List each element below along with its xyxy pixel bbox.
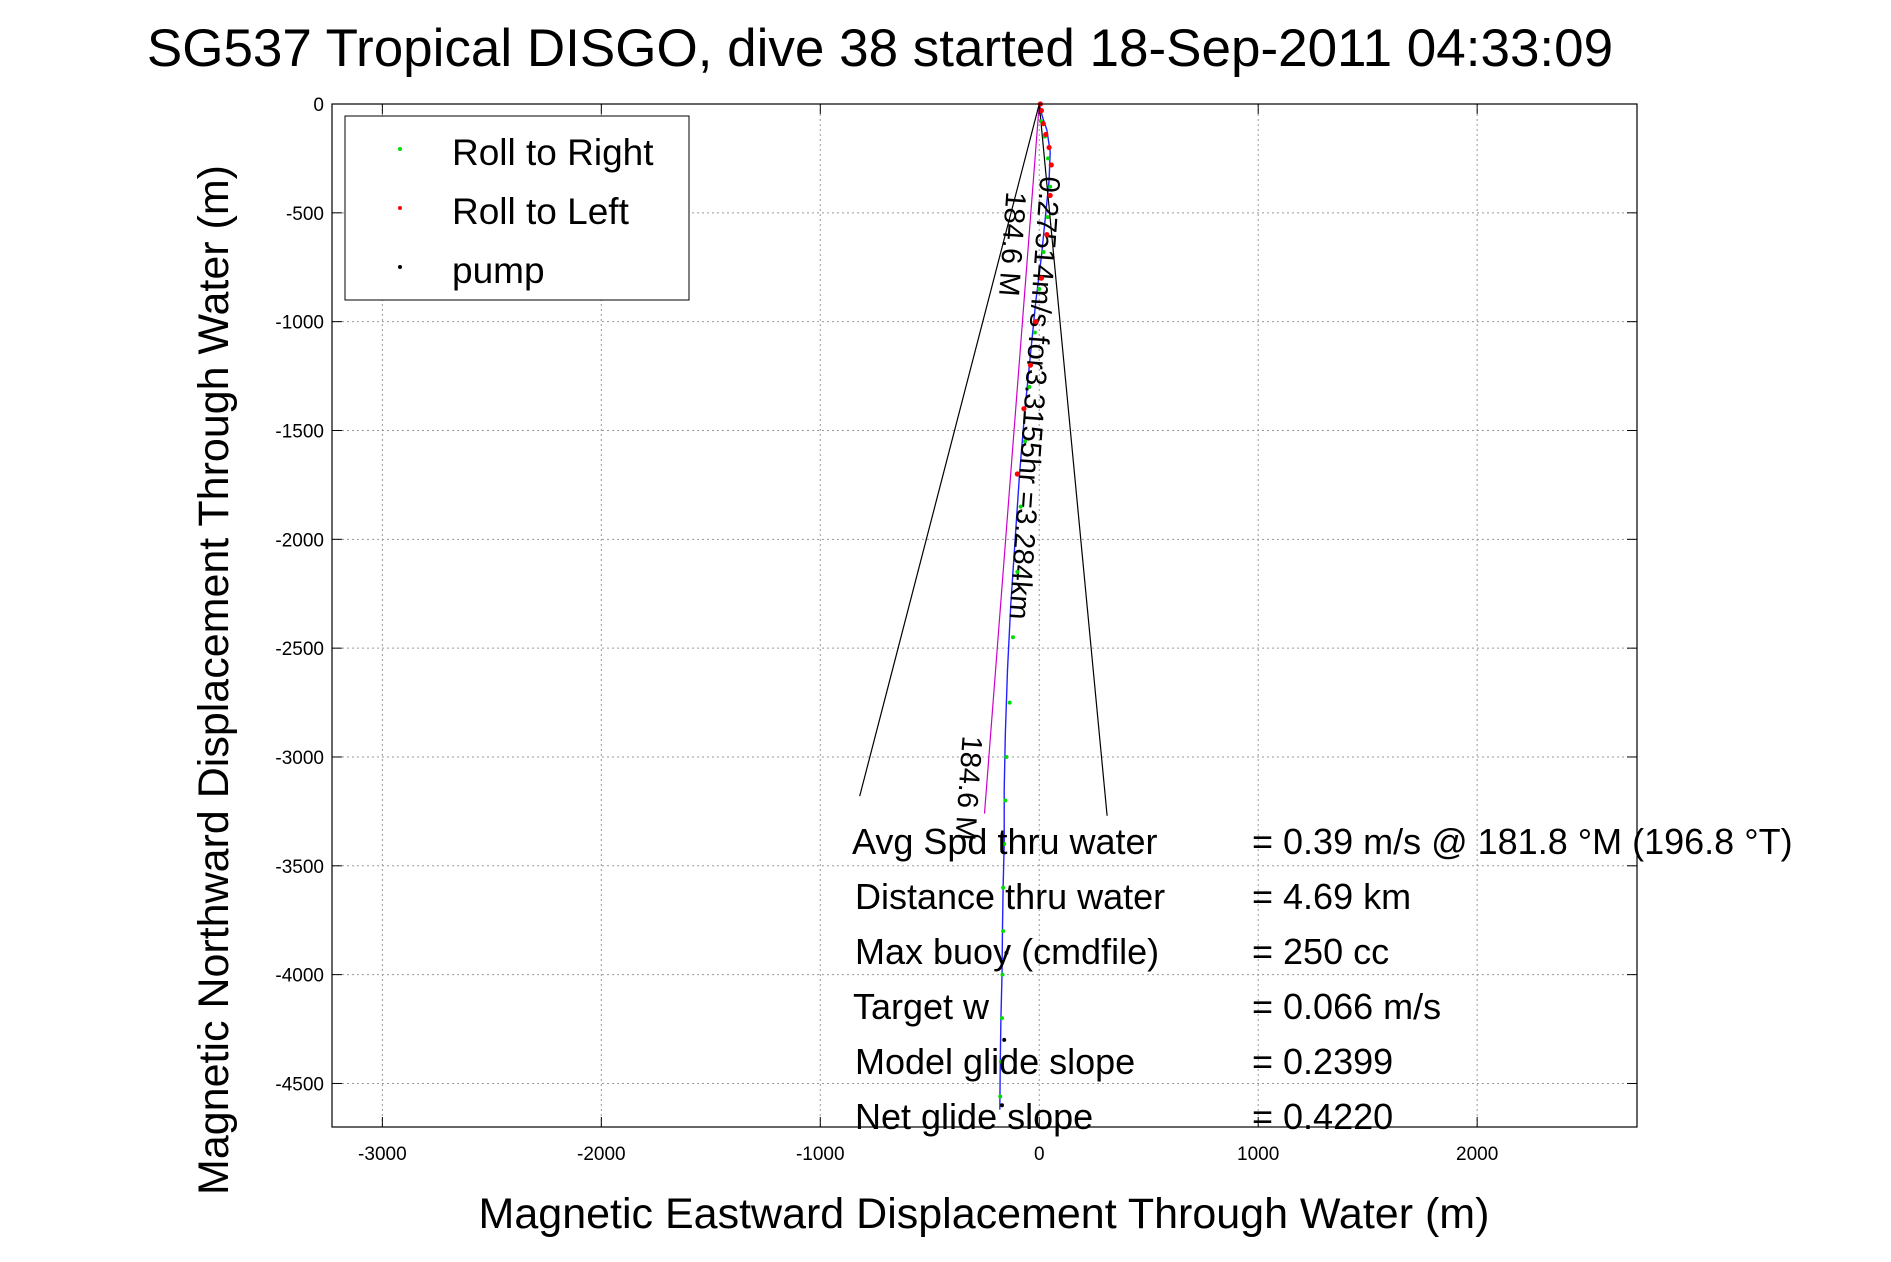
annotation-value: = 0.39 m/s @ 181.8 °M (196.8 °T) [1252,821,1793,862]
track-layer [983,103,1051,1110]
stats-annotations: Avg Spd thru water = 0.39 m/s @ 181.8 °M … [852,821,1793,1137]
data-point [1000,1016,1005,1021]
x-axis-ticks: -3000 -2000 -1000 0 1000 2000 [358,104,1498,1165]
data-point [1048,162,1054,168]
annotation-label: Model glide slope [855,1041,1135,1082]
annotation-value: = 0.4220 [1252,1096,1393,1137]
legend-label: pump [452,250,545,291]
data-point [1021,406,1027,412]
annotation-value: = 0.2399 [1252,1041,1393,1082]
y-tick-label: 0 [313,95,324,116]
legend-label: Roll to Left [452,191,630,232]
series-markers [998,101,1054,1108]
y-tick-label: -1000 [275,313,324,334]
data-point [1002,1037,1007,1042]
data-point [1048,184,1053,189]
y-axis-ticks: 0 -500 -1000 -1500 -2000 -2500 -3000 -3500 -4000… [275,95,1637,1095]
annotation-label: Avg Spd thru water [852,821,1158,862]
data-point [1047,192,1053,199]
x-tick-label: -1000 [796,1144,845,1165]
data-point [1044,231,1050,238]
x-tick-label: 2000 [1456,1144,1498,1165]
y-tick-label: -4500 [275,1074,324,1095]
data-point [1010,635,1015,640]
y-tick-label: -3500 [275,857,324,878]
legend-label: Roll to Right [452,132,654,173]
dive-track-line [999,103,1051,1110]
data-point [1046,144,1052,151]
data-point [1032,330,1037,335]
y-tick-label: -2500 [275,639,324,660]
data-point [1037,287,1042,292]
data-point [1001,885,1006,890]
data-point [1023,439,1028,444]
plot-frame [331,103,1638,1128]
data-point [1027,384,1032,389]
x-tick-label: -2000 [577,1144,626,1165]
x-tick-label: -3000 [358,1144,407,1165]
legend-marker [398,206,402,210]
wedge-line [859,103,1040,797]
y-tick-label: -2000 [275,530,324,551]
data-point [1004,754,1009,759]
data-point [998,1059,1003,1064]
x-tick-label: 0 [1034,1144,1045,1165]
x-axis-label: Magnetic Eastward Displacement Through W… [479,1190,1490,1238]
y-tick-label: -4000 [275,966,324,987]
rotated-label: 184.6 M [992,191,1031,298]
annotation-value: = 250 cc [1252,931,1389,972]
annotation-label: Target w [853,986,990,1027]
rotated-label: 184.6 M [948,735,987,842]
data-point [1033,319,1039,325]
data-point [1038,107,1045,114]
annotation-value: = 0.066 m/s [1252,986,1441,1027]
annotation-label: Net glide slope [855,1096,1093,1137]
data-point [1040,120,1046,127]
data-point [1014,471,1020,477]
wedge-lines [859,103,1108,816]
data-point [1027,362,1034,368]
data-point [1043,131,1049,138]
annotation-label: Max buoy (cmdfile) [855,931,1159,972]
data-point [1004,950,1009,955]
data-point [1041,250,1046,255]
data-point [1015,569,1020,574]
data-point [998,1094,1003,1099]
data-point [1045,215,1050,220]
data-point [1045,156,1050,161]
x-tick-label: 1000 [1237,1144,1279,1165]
annotation-value: = 4.69 km [1252,876,1411,917]
legend: Roll to Right Roll to Left pump [344,115,690,301]
legend-box [344,115,690,301]
heading-line [983,103,1040,814]
data-point [1001,929,1006,934]
data-point [1038,275,1045,281]
data-point [1018,504,1023,509]
data-point [1000,1103,1005,1108]
legend-marker [398,147,402,151]
y-tick-label: -1500 [275,421,324,442]
legend-marker [398,265,402,269]
data-point [1007,700,1012,705]
wedge-line [1038,103,1108,816]
chart-title: SG537 Tropical DISGO, dive 38 started 18… [147,19,1613,78]
data-point [1002,842,1007,847]
y-tick-label: -3000 [275,748,324,769]
data-point [1000,972,1005,977]
annotation-label: Distance thru water [855,876,1165,917]
y-axis-label: Magnetic Northward Displacement Through … [190,165,238,1195]
y-tick-label: -500 [286,204,324,225]
data-point [1003,798,1008,803]
